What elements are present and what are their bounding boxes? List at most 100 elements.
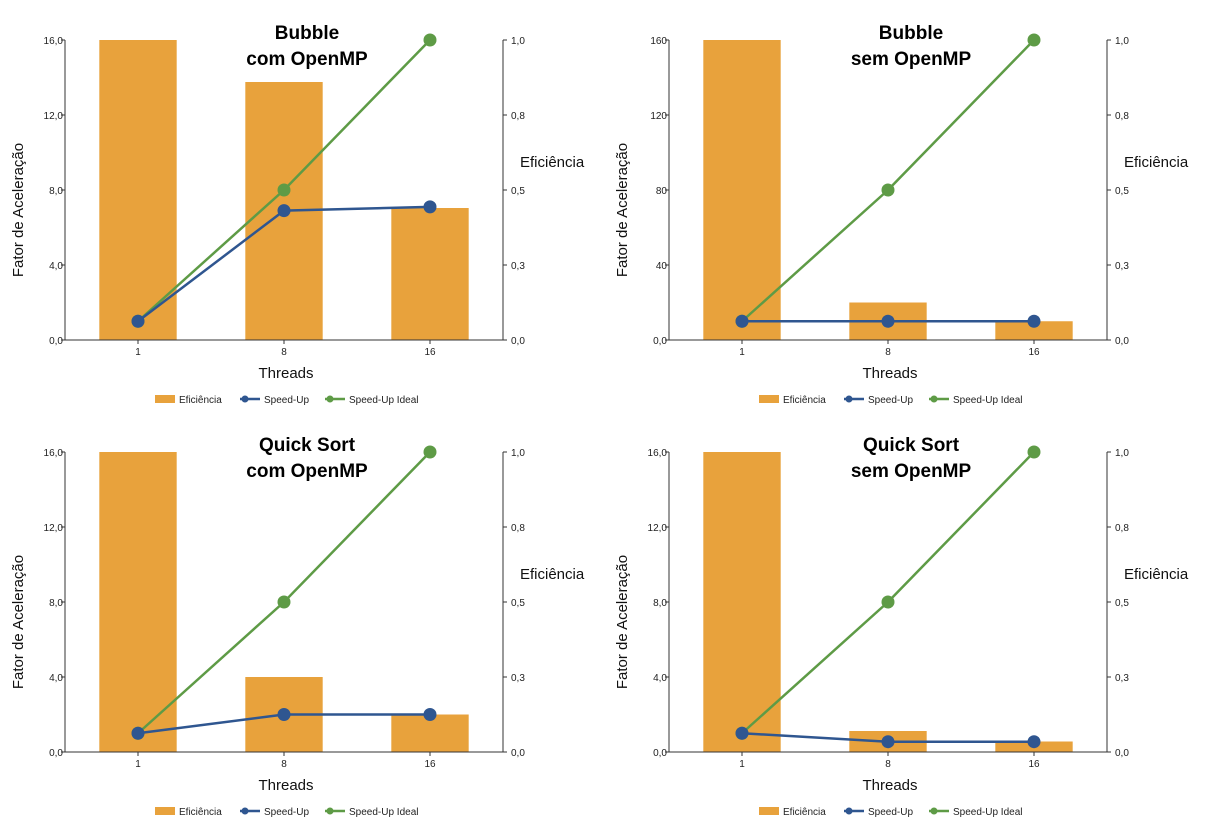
speed-up-ideal-point-8 xyxy=(277,183,291,197)
y-tick-label: 12,0 xyxy=(44,523,64,534)
speed-up-point-16 xyxy=(423,708,437,721)
x-axis-title: Threads xyxy=(258,777,313,794)
bar-eficiencia-1 xyxy=(703,40,781,340)
y2-axis-title: Eficiência xyxy=(520,154,585,171)
legend-marker-speed-up-ideal xyxy=(930,395,938,403)
y-tick-label: 4,0 xyxy=(49,673,63,684)
x-axis-title: Threads xyxy=(862,365,917,382)
y2-tick-label: 0,3 xyxy=(1115,261,1129,272)
y2-tick-label: 0,0 xyxy=(1115,748,1129,759)
speed-up-ideal-point-16 xyxy=(1027,33,1041,47)
chart-title-line: Quick Sort xyxy=(259,435,356,456)
legend-swatch-eficiencia xyxy=(759,395,779,403)
chart-svg: 0,0 4,0 8,0 12,0 16,0 0,0 0,3 0,5 0,8 1,0 1 8 16 Bubb… xyxy=(10,23,585,406)
x-tick-label: 1 xyxy=(739,347,745,358)
y-tick-label: 80 xyxy=(656,186,668,197)
y-tick-label: 16,0 xyxy=(44,448,64,459)
legend-marker-speed-up xyxy=(845,395,853,403)
chart-panel-quick-sort-com-openmp: 0,0 4,0 8,0 12,0 16,0 0,0 0,3 0,5 0,8 1,0 1 8 16 Quic… xyxy=(0,412,604,824)
chart-panel-bubble-com-openmp: 0,0 4,0 8,0 12,0 16,0 0,0 0,3 0,5 0,8 1,0 1 8 16 Bubb… xyxy=(0,0,604,412)
bar-eficiencia-1 xyxy=(99,40,177,340)
y2-tick-label: 0,3 xyxy=(511,673,525,684)
y-tick-label: 0,0 xyxy=(653,748,667,759)
speed-up-point-8 xyxy=(881,735,895,749)
x-axis-title: Threads xyxy=(862,777,917,794)
y2-tick-label: 0,8 xyxy=(1115,523,1129,534)
y-tick-label: 4,0 xyxy=(653,673,667,684)
y-tick-label: 12,0 xyxy=(44,111,64,122)
bar-eficiencia-16 xyxy=(995,321,1073,340)
y2-tick-label: 1,0 xyxy=(511,448,525,459)
legend-marker-speed-up xyxy=(845,807,853,815)
speed-up-ideal-line xyxy=(741,39,1035,323)
y-tick-label: 160 xyxy=(650,36,667,47)
y2-tick-label: 1,0 xyxy=(1115,448,1129,459)
x-tick-label: 8 xyxy=(885,347,891,358)
chart-panel-quick-sort-sem-openmp: 0,0 4,0 8,0 12,0 16,0 0,0 0,3 0,5 0,8 1,0 1 8 16 Quic… xyxy=(604,412,1208,824)
chart-title-line: com OpenMP xyxy=(246,461,368,482)
y2-tick-label: 0,8 xyxy=(1115,111,1129,122)
y2-axis-title: Eficiência xyxy=(1124,566,1189,583)
y-tick-label: 16,0 xyxy=(648,448,668,459)
bar-eficiencia-16 xyxy=(391,208,469,340)
legend-label-eficiencia: Eficiência xyxy=(179,395,222,406)
legend-label-speed-up-ideal: Speed-Up Ideal xyxy=(349,807,419,818)
y-tick-label: 4,0 xyxy=(49,261,63,272)
chart-title-line: com OpenMP xyxy=(246,49,368,70)
speed-up-point-16 xyxy=(423,200,437,214)
legend-marker-speed-up-ideal xyxy=(930,807,938,815)
bar-eficiencia-1 xyxy=(99,452,177,752)
y-tick-label: 8,0 xyxy=(653,598,667,609)
x-tick-label: 1 xyxy=(739,759,745,770)
y-tick-label: 0,0 xyxy=(49,336,63,347)
y2-tick-label: 0,5 xyxy=(1115,186,1129,197)
chart-title-line: Bubble xyxy=(275,23,339,44)
chart-title-line: Quick Sort xyxy=(863,435,960,456)
legend-swatch-eficiencia xyxy=(155,395,175,403)
y2-tick-label: 0,0 xyxy=(1115,336,1129,347)
speed-up-point-8 xyxy=(881,314,895,328)
speed-up-ideal-point-16 xyxy=(423,33,437,47)
speed-up-point-1 xyxy=(735,314,749,328)
y-axis-title: Fator de Aceleração xyxy=(10,143,27,277)
y-tick-label: 8,0 xyxy=(49,598,63,609)
speed-up-ideal-point-8 xyxy=(277,595,291,609)
y2-tick-label: 0,8 xyxy=(511,111,525,122)
y2-axis-title: Eficiência xyxy=(520,566,585,583)
speed-up-point-8 xyxy=(277,204,291,218)
x-tick-label: 8 xyxy=(885,759,891,770)
y-axis-title: Fator de Aceleração xyxy=(10,555,27,689)
speed-up-ideal-point-16 xyxy=(423,445,437,459)
y2-tick-label: 0,3 xyxy=(511,261,525,272)
bar-eficiencia-1 xyxy=(703,452,781,752)
speed-up-point-16 xyxy=(1027,314,1041,328)
speed-up-ideal-point-8 xyxy=(881,595,895,609)
x-tick-label: 16 xyxy=(1028,759,1040,770)
y2-tick-label: 0,3 xyxy=(1115,673,1129,684)
legend-label-speed-up: Speed-Up xyxy=(868,395,913,406)
speed-up-ideal-point-8 xyxy=(881,183,895,197)
y2-tick-label: 1,0 xyxy=(511,36,525,47)
y-tick-label: 0,0 xyxy=(49,748,63,759)
y2-tick-label: 0,5 xyxy=(511,598,525,609)
x-tick-label: 16 xyxy=(424,347,436,358)
y-tick-label: 8,0 xyxy=(49,186,63,197)
y2-axis-title: Eficiência xyxy=(1124,154,1189,171)
speed-up-point-1 xyxy=(735,726,749,740)
x-tick-label: 1 xyxy=(135,347,141,358)
y-tick-label: 0,0 xyxy=(653,336,667,347)
legend-marker-speed-up-ideal xyxy=(326,395,334,403)
legend-marker-speed-up-ideal xyxy=(326,807,334,815)
y-tick-label: 40 xyxy=(656,261,668,272)
chart-svg: 0,0 4,0 8,0 12,0 16,0 0,0 0,3 0,5 0,8 1,0 1 8 16 Quic… xyxy=(614,435,1189,818)
legend-label-eficiencia: Eficiência xyxy=(783,395,826,406)
speed-up-point-1 xyxy=(131,726,145,740)
y2-tick-label: 0,5 xyxy=(511,186,525,197)
x-tick-label: 8 xyxy=(281,347,287,358)
legend-label-eficiencia: Eficiência xyxy=(179,807,222,818)
y2-tick-label: 0,0 xyxy=(511,336,525,347)
chart-svg: 0,0 40 80 120 160 0,0 0,3 0,5 0,8 1,0 1 8 16 Bubble se… xyxy=(614,23,1189,406)
speed-up-ideal-line xyxy=(741,451,1035,735)
y2-tick-label: 0,8 xyxy=(511,523,525,534)
speed-up-ideal-point-16 xyxy=(1027,445,1041,459)
